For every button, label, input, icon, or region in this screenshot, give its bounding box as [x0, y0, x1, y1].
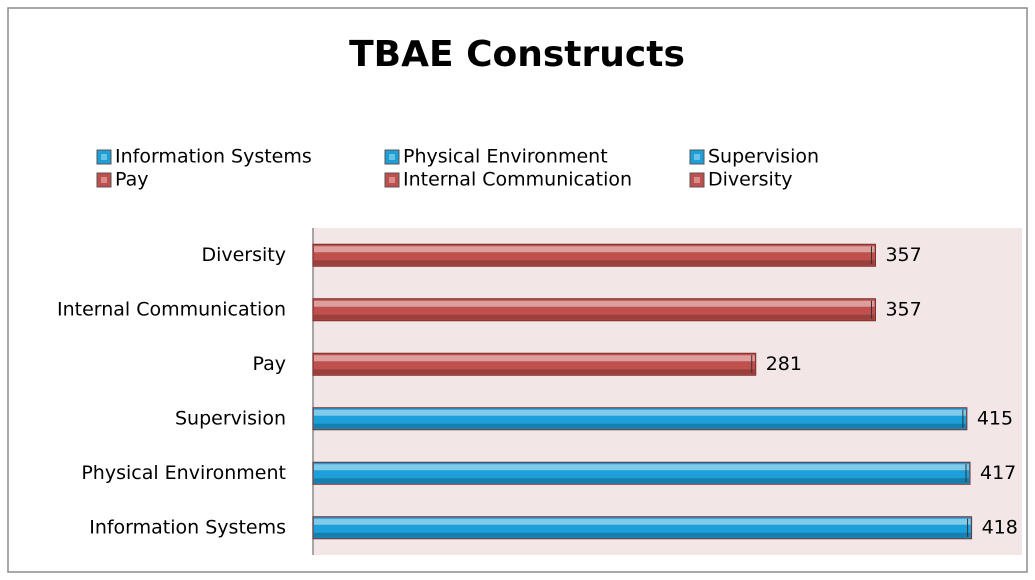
data-label: 417 — [980, 462, 1016, 484]
plot-area — [313, 228, 1022, 555]
bar — [312, 352, 757, 376]
bar-highlight — [314, 355, 755, 362]
y-tick-label: Internal Communication — [57, 298, 286, 320]
y-tick-label: Physical Environment — [81, 462, 286, 484]
bar-highlight — [314, 246, 875, 253]
bar-highlight — [314, 300, 875, 307]
bar-shade — [314, 369, 755, 375]
legend-swatch — [96, 172, 112, 188]
data-label: 357 — [885, 244, 921, 266]
y-tick-label: Pay — [253, 353, 287, 375]
legend-swatch — [689, 172, 705, 188]
data-label: 281 — [766, 353, 802, 375]
y-tick-label: Supervision — [175, 407, 286, 429]
data-label: 415 — [977, 407, 1013, 429]
bar — [312, 516, 973, 540]
legend-swatch-inner — [101, 177, 107, 183]
bar — [312, 407, 968, 431]
legend-swatch — [96, 149, 112, 165]
legend-label: Information Systems — [115, 146, 312, 168]
legend-swatch-inner — [694, 154, 700, 160]
legend-swatch — [384, 149, 400, 165]
data-label: 357 — [885, 298, 921, 320]
data-label: 418 — [982, 516, 1018, 538]
legend-label: Pay — [115, 169, 149, 191]
bar-highlight — [314, 409, 966, 416]
legend-swatch-inner — [101, 154, 107, 160]
legend-label: Supervision — [708, 146, 819, 168]
bar — [312, 298, 876, 322]
y-tick-label: Information Systems — [89, 516, 286, 538]
y-tick-label: Diversity — [201, 244, 286, 266]
bar-shade — [314, 532, 971, 538]
legend-swatch — [384, 172, 400, 188]
legend-swatch-inner — [694, 177, 700, 183]
bar-highlight — [314, 464, 970, 471]
bar-shade — [314, 314, 875, 320]
legend-label: Diversity — [708, 169, 793, 191]
legend-swatch — [689, 149, 705, 165]
chart-title: TBAE Constructs — [349, 34, 685, 75]
legend-swatch-inner — [389, 177, 395, 183]
bar-shade — [314, 423, 966, 429]
legend-swatch-inner — [389, 154, 395, 160]
bar-shade — [314, 478, 970, 484]
legend-label: Physical Environment — [403, 146, 608, 168]
bar — [312, 461, 971, 485]
bar-shade — [314, 260, 875, 266]
bar — [312, 243, 876, 267]
legend-label: Internal Communication — [403, 169, 632, 191]
bar-highlight — [314, 518, 971, 525]
